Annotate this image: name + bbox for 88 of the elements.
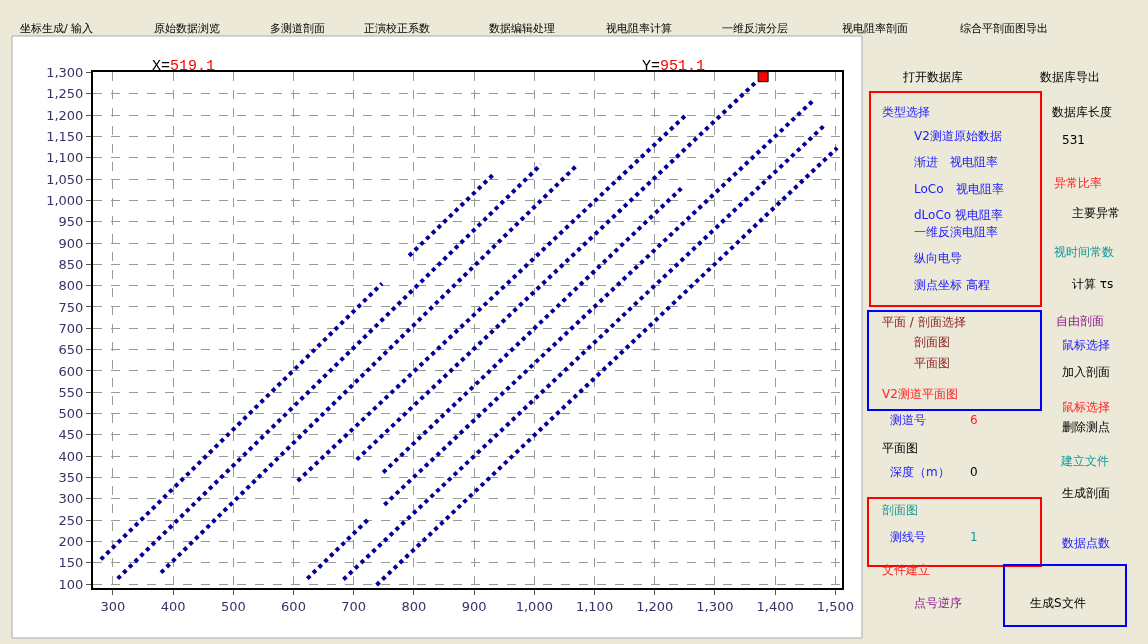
text: 文件建立 [882,563,930,577]
x-tick-label: 300 [100,598,126,614]
text: 平面图 [914,356,950,370]
text: dLoCo 视电阻率 [914,208,1003,222]
y-tick-label: 350 [58,470,84,486]
text: 异常比率 [1054,176,1102,190]
y-tick-label: 700 [58,320,84,336]
text: 深度（m） [890,465,950,479]
text: 鼠标选择 [1062,400,1110,414]
text: 测线号 [890,530,926,544]
y-tick-label: 1,050 [46,171,84,187]
x-tick-label: 900 [461,598,487,614]
text: 原始数据浏览 [154,22,220,35]
x-tick-label: 500 [220,598,246,614]
text: 1 [970,530,978,544]
text: 平面图 [882,441,918,455]
text: 渐进 视电阻率 [914,155,998,169]
y-tick-label: 500 [58,406,84,422]
text: 正演校正系数 [364,22,430,35]
text: 平面 / 剖面选择 [882,315,966,329]
y-tick-label: 600 [58,363,84,379]
y-tick-label: 1,000 [46,192,84,208]
annotation: X=519.1 [152,58,216,75]
x-tick-label: 800 [401,598,427,614]
text: 鼠标选择 [1062,338,1110,352]
text: 视电阻率剖面 [842,22,908,35]
text: 6 [970,413,978,427]
text: 坐标生成/ 输入 [20,22,94,35]
text: 视时间常数 [1054,245,1114,259]
x-tick-label: 1,200 [636,598,674,614]
y-tick-label: 1,150 [46,128,84,144]
text: 计算 τs [1072,277,1114,291]
y-tick-label: 100 [58,576,84,592]
text: 视电阻率计算 [606,22,672,35]
y-tick-label: 800 [58,278,84,294]
x-tick-label: 1,400 [756,598,794,614]
text: V2测道平面图 [882,387,958,401]
text: 数据库导出 [1040,70,1100,84]
text: 打开数据库 [902,70,963,84]
text: 生成剖面 [1062,486,1110,500]
x-tick-label: 1,300 [696,598,734,614]
text: 生成S文件 [1030,596,1086,610]
x-tick-label: 1,100 [575,598,614,614]
y-tick-label: 750 [58,299,84,315]
y-tick-label: 150 [58,555,84,571]
y-tick-label: 1,100 [46,150,84,166]
x-tick-label: 1,500 [816,598,854,614]
y-tick-label: 900 [58,235,84,251]
y-tick-label: 650 [58,342,84,358]
text: 主要异常 [1072,206,1120,220]
text: 综合平剖面图导出 [960,22,1048,35]
text: 纵向电导 [914,251,962,265]
text: 数据点数 [1062,536,1110,550]
text: 删除测点 [1062,420,1110,434]
annotation: Y=951.1 [642,58,706,75]
text: LoCo 视电阻率 [914,182,1004,196]
y-tick-label: 1,250 [46,86,84,102]
y-tick-label: 200 [58,534,84,550]
text: 数据库长度 [1052,105,1112,119]
y-tick-label: 250 [58,512,84,528]
y-tick-label: 850 [58,256,84,272]
x-tick-label: 1,000 [515,598,553,614]
text: 多测道剖面 [270,22,325,35]
text: 剖面图 [882,503,918,517]
y-tick-label: 950 [58,214,84,230]
x-tick-label: 700 [341,598,367,614]
y-tick-label: 400 [58,448,84,464]
text: 数据编辑处理 [489,22,555,35]
y-tick-label: 550 [58,384,84,400]
y-tick-label: 1,200 [46,107,84,123]
x-tick-label: 400 [160,598,186,614]
text: 一维反演分层 [722,22,788,35]
text: 建立文件 [1060,454,1109,468]
text: 点号逆序 [914,596,962,610]
text: 531 [1062,133,1085,147]
text: 自由剖面 [1056,314,1104,328]
text: V2测道原始数据 [914,129,1002,143]
text: 测道号 [890,413,926,427]
text: 测点坐标 高程 [914,278,990,292]
text: 剖面图 [914,335,950,349]
y-tick-label: 450 [58,427,84,443]
text: 类型选择 [882,105,930,119]
text: 一维反演电阻率 [914,225,998,239]
text: 加入剖面 [1062,365,1110,379]
y-tick-label: 1,300 [46,64,84,80]
y-tick-label: 300 [58,491,84,507]
text: 0 [970,465,978,479]
x-tick-label: 600 [281,598,306,614]
